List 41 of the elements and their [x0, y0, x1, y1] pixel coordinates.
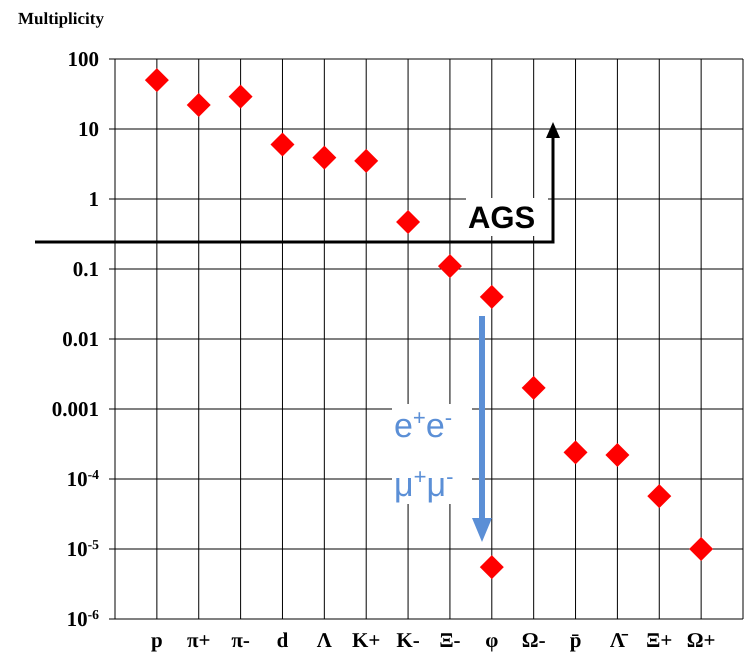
x-tick-label: K+ — [352, 628, 380, 652]
x-tick-label: Λ — [316, 628, 332, 652]
point — [647, 484, 672, 508]
y-tick-label: 10$^{-4}$ — [66, 466, 100, 491]
point — [396, 210, 420, 234]
x-tick-label: Ω- — [522, 628, 546, 652]
point — [354, 148, 378, 173]
y-tick-label: 10 — [78, 117, 99, 141]
annotation: AGS — [468, 200, 536, 235]
x-tick-label: d — [276, 628, 289, 652]
y-tick-label: 10$^{-5}$ — [66, 536, 100, 561]
annotation: μ$^{+}$μ$^{-}$ — [394, 464, 454, 504]
y-tick-label: 10$^{-6}$ — [66, 606, 100, 631]
x-tick-label: Ξ+ — [646, 628, 672, 652]
y-tick-label: 0.001 — [52, 397, 99, 421]
x-tick-label: π- — [231, 628, 250, 652]
y-axis-title: Multiplicity — [18, 9, 104, 28]
x-tick-label: Ω+ — [686, 628, 716, 652]
x-tick-label: φ — [485, 628, 498, 652]
y-tick-label: 0.1 — [72, 257, 99, 281]
x-tick-label: Λ̄ — [610, 628, 629, 652]
point — [186, 93, 211, 118]
point — [689, 537, 714, 561]
annotation: e$^{+}$e$^{-}$ — [394, 404, 452, 445]
point — [270, 132, 294, 157]
point — [564, 440, 588, 464]
x-tick-label: p̄ — [570, 628, 582, 652]
point — [522, 376, 546, 400]
x-tick-label: π+ — [186, 628, 210, 652]
x-tick-label: Ξ- — [439, 628, 461, 652]
point — [312, 146, 336, 170]
point — [144, 68, 169, 92]
point — [438, 254, 462, 278]
x-tick-label: p — [151, 628, 163, 652]
y-tick-label: 100 — [68, 47, 99, 71]
y-tick-label: 1 — [88, 187, 99, 211]
point — [480, 284, 504, 309]
point — [605, 443, 630, 468]
point — [228, 84, 253, 109]
x-tick-label: K- — [396, 628, 420, 652]
y-tick-label: 0.01 — [62, 327, 99, 351]
